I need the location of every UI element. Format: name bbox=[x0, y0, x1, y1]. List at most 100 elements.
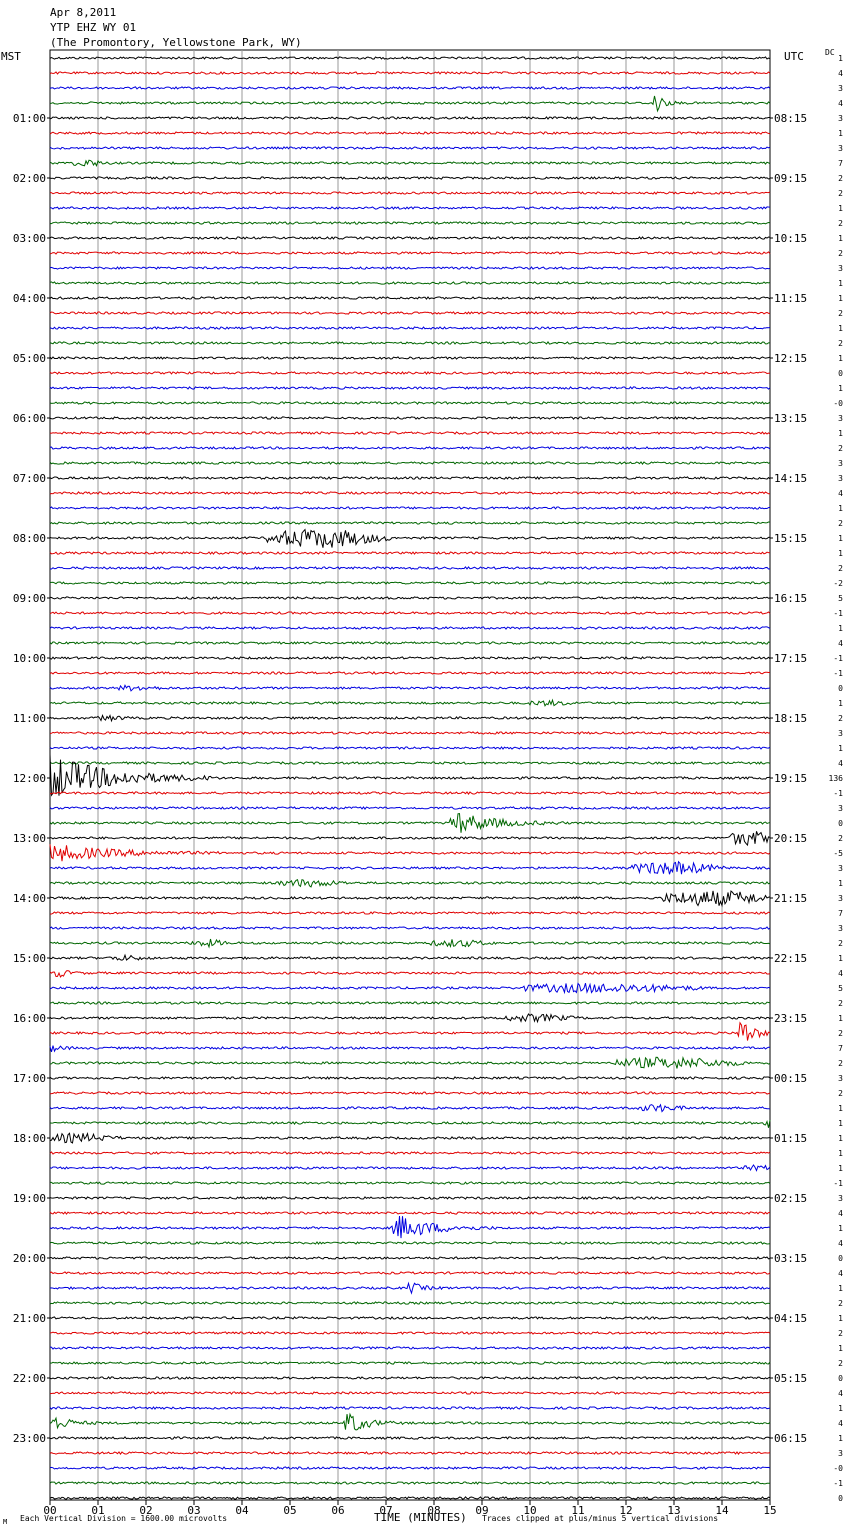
trace-line bbox=[49, 1271, 771, 1275]
trace-line bbox=[49, 581, 771, 585]
trace-line bbox=[49, 1164, 771, 1172]
right-hour-label: 04:15 bbox=[774, 1312, 807, 1325]
trace-line bbox=[49, 71, 771, 75]
right-hour-label: 12:15 bbox=[774, 352, 807, 365]
dc-offset-label: 3 bbox=[838, 804, 843, 813]
trace-line bbox=[49, 146, 771, 150]
trace-line bbox=[49, 1496, 771, 1500]
trace-line bbox=[49, 1391, 771, 1395]
dc-offset-label: 2 bbox=[838, 1329, 843, 1338]
right-hour-label: 05:15 bbox=[774, 1372, 807, 1385]
trace-line bbox=[49, 221, 771, 225]
dc-offset-label: 1 bbox=[838, 504, 843, 513]
x-axis-label: TIME (MINUTES) bbox=[374, 1511, 467, 1524]
dc-offset-label: 1 bbox=[838, 549, 843, 558]
left-hour-label: 09:00 bbox=[13, 592, 46, 605]
x-tick-label: 15 bbox=[763, 1504, 776, 1517]
dc-offset-label: 1 bbox=[838, 1224, 843, 1233]
trace-line bbox=[49, 806, 771, 810]
left-hour-label: 11:00 bbox=[13, 712, 46, 725]
right-hour-label: 10:15 bbox=[774, 232, 807, 245]
trace-line bbox=[49, 296, 771, 300]
dc-offset-label: 4 bbox=[838, 99, 843, 108]
trace-line bbox=[49, 982, 771, 995]
trace-line bbox=[49, 1281, 771, 1295]
left-hour-label: 20:00 bbox=[13, 1252, 46, 1265]
trace-line bbox=[49, 116, 771, 120]
dc-offset-label: 2 bbox=[838, 714, 843, 723]
dc-offset-label: 1 bbox=[838, 1284, 843, 1293]
right-hour-label: 08:15 bbox=[774, 112, 807, 125]
dc-offset-label: 1 bbox=[838, 879, 843, 888]
trace-line bbox=[49, 131, 771, 135]
dc-offset-label: 2 bbox=[838, 1059, 843, 1068]
trace-line bbox=[49, 1091, 771, 1095]
dc-offset-label: 0 bbox=[838, 369, 843, 378]
trace-line bbox=[49, 476, 771, 480]
dc-offset-label: 1 bbox=[838, 1434, 843, 1443]
dc-offset-label: 4 bbox=[838, 969, 843, 978]
x-tick-label: 12 bbox=[619, 1504, 632, 1517]
footer-corner-mark: M bbox=[3, 1518, 8, 1526]
trace-line bbox=[49, 86, 771, 90]
dc-offset-label: 4 bbox=[838, 69, 843, 78]
dc-offset-label: 2 bbox=[838, 444, 843, 453]
left-hour-label: 12:00 bbox=[13, 772, 46, 785]
x-tick-label: 11 bbox=[571, 1504, 584, 1517]
dc-offset-label: 3 bbox=[838, 114, 843, 123]
dc-offset-label: 1 bbox=[838, 204, 843, 213]
header-location: (The Promontory, Yellowstone Park, WY) bbox=[50, 36, 302, 49]
right-hour-label: 21:15 bbox=[774, 892, 807, 905]
dc-offset-label: 1 bbox=[838, 1314, 843, 1323]
dc-offset-label: 2 bbox=[838, 519, 843, 528]
dc-offset-label: 3 bbox=[838, 864, 843, 873]
dc-offset-label: 2 bbox=[838, 564, 843, 573]
trace-line bbox=[49, 1001, 771, 1005]
dc-offset-label: -1 bbox=[833, 789, 843, 798]
trace-line bbox=[49, 371, 771, 375]
trace-line bbox=[49, 1216, 771, 1239]
x-tick-label: 00 bbox=[43, 1504, 56, 1517]
dc-offset-label: -1 bbox=[833, 609, 843, 618]
dc-offset-label: 1 bbox=[838, 1404, 843, 1413]
dc-offset-label: 5 bbox=[838, 594, 843, 603]
dc-offset-label: 7 bbox=[838, 909, 843, 918]
left-hour-label: 07:00 bbox=[13, 472, 46, 485]
x-tick-label: 04 bbox=[235, 1504, 249, 1517]
trace-line bbox=[49, 938, 771, 949]
trace-line bbox=[49, 341, 771, 345]
dc-offset-label: 0 bbox=[838, 1494, 843, 1503]
dc-offset-label: 4 bbox=[838, 1269, 843, 1278]
x-tick-label: 06 bbox=[331, 1504, 344, 1517]
x-tick-label: 13 bbox=[667, 1504, 680, 1517]
dc-offset-label: 2 bbox=[838, 834, 843, 843]
x-tick-label: 09 bbox=[475, 1504, 488, 1517]
trace-line bbox=[49, 1406, 771, 1410]
dc-offset-label: 2 bbox=[838, 249, 843, 258]
trace-line bbox=[49, 831, 771, 847]
dc-offset-label: 1 bbox=[838, 1104, 843, 1113]
x-tick-label: 10 bbox=[523, 1504, 536, 1517]
dc-offset-label: 1 bbox=[838, 1164, 843, 1173]
x-tick-label: 03 bbox=[187, 1504, 200, 1517]
dc-offset-label: 3 bbox=[838, 1194, 843, 1203]
dc-offset-label: 3 bbox=[838, 924, 843, 933]
x-tick-label: 05 bbox=[283, 1504, 296, 1517]
trace-line bbox=[49, 356, 771, 360]
trace-line bbox=[49, 1045, 771, 1053]
dc-offset-label: 4 bbox=[838, 1389, 843, 1398]
left-hour-label: 10:00 bbox=[13, 652, 46, 665]
dc-offset-label: -5 bbox=[833, 849, 843, 858]
trace-line bbox=[49, 266, 771, 270]
dc-offset-label: 4 bbox=[838, 1209, 843, 1218]
trace-line bbox=[49, 731, 771, 735]
dc-offset-label: 4 bbox=[838, 1239, 843, 1248]
dc-offset-label: 0 bbox=[838, 1374, 843, 1383]
right-hour-label: 14:15 bbox=[774, 472, 807, 485]
left-hour-label: 03:00 bbox=[13, 232, 46, 245]
right-hour-label: 23:15 bbox=[774, 1012, 807, 1025]
left-hour-label: 05:00 bbox=[13, 352, 46, 365]
trace-line bbox=[49, 878, 771, 888]
trace-line bbox=[49, 656, 771, 660]
trace-line bbox=[49, 746, 771, 750]
